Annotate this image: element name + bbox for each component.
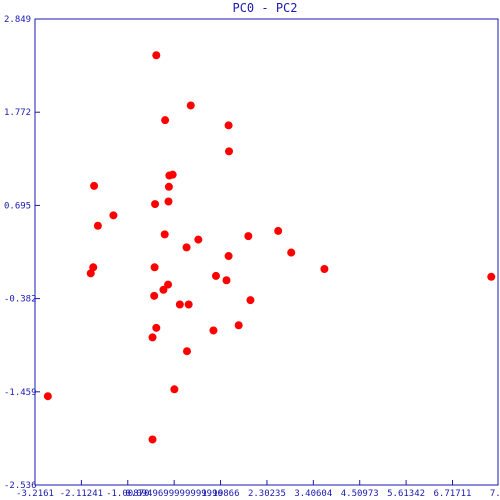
data-point xyxy=(287,248,296,257)
x-tick-label: 5.61342 xyxy=(387,489,425,499)
data-point xyxy=(164,280,173,289)
x-tick-label: 4.50973 xyxy=(341,489,379,499)
y-tick-label: 2.849 xyxy=(4,15,31,25)
data-point xyxy=(320,265,329,274)
data-point xyxy=(222,276,231,285)
x-tick-label: 6.71711 xyxy=(434,489,472,499)
data-point xyxy=(175,300,184,309)
x-axis: -3.2161 -2.11241 -1.008700.094969999999999… xyxy=(16,480,500,499)
data-point xyxy=(234,321,243,330)
data-point xyxy=(90,181,99,190)
data-point xyxy=(182,347,191,356)
y-tick-label: -0.382 xyxy=(4,295,37,305)
data-point xyxy=(152,51,161,60)
data-point xyxy=(246,296,255,305)
data-point xyxy=(93,221,102,230)
x-tick-label: 2.30235 xyxy=(248,489,286,499)
data-point xyxy=(150,263,159,272)
data-point xyxy=(224,121,233,130)
data-point xyxy=(164,182,173,191)
y-tick-label: 1.772 xyxy=(4,108,31,118)
data-point xyxy=(184,300,193,309)
data-point xyxy=(152,323,161,332)
x-tick-label: -1.00870 xyxy=(106,489,149,499)
x-tick-label: -2.11241 xyxy=(60,489,103,499)
data-point xyxy=(244,232,253,241)
y-tick-label: 0.695 xyxy=(4,201,31,211)
x-tick-label: 7.8 xyxy=(490,489,500,499)
data-point xyxy=(224,252,233,261)
data-point xyxy=(211,271,220,280)
data-point xyxy=(89,263,98,272)
chart-title: PC0 - PC2 xyxy=(232,1,297,15)
x-tick-label: -3.2161 xyxy=(16,489,54,499)
data-point xyxy=(209,326,218,335)
data-point xyxy=(161,116,170,125)
data-point xyxy=(194,235,203,244)
data-point xyxy=(148,435,157,444)
data-point xyxy=(151,200,160,209)
x-tick-label: 0.0949699999999996 xyxy=(125,489,223,499)
data-point xyxy=(148,333,157,342)
data-point xyxy=(274,226,283,235)
data-point xyxy=(159,285,168,294)
data-point xyxy=(182,243,191,252)
x-tick-label: 3.40604 xyxy=(294,489,332,499)
data-point xyxy=(109,211,118,220)
data-point xyxy=(168,170,177,179)
data-point xyxy=(164,197,173,206)
data-point xyxy=(150,291,159,300)
data-point xyxy=(170,385,179,394)
data-point xyxy=(86,269,95,278)
data-points xyxy=(43,51,496,444)
data-point xyxy=(487,272,496,281)
y-tick-label: -1.459 xyxy=(4,388,37,398)
data-point xyxy=(225,147,234,156)
y-axis: 2.849 1.772 0.695 -0.382 -1.459 -2.536 xyxy=(4,15,40,491)
plot-area-frame xyxy=(34,18,499,486)
data-point xyxy=(186,101,195,110)
x-tick-label: 1.19866 xyxy=(202,489,240,499)
data-point xyxy=(43,392,52,401)
y-tick-label: -2.536 xyxy=(4,481,37,491)
data-point xyxy=(160,230,169,239)
